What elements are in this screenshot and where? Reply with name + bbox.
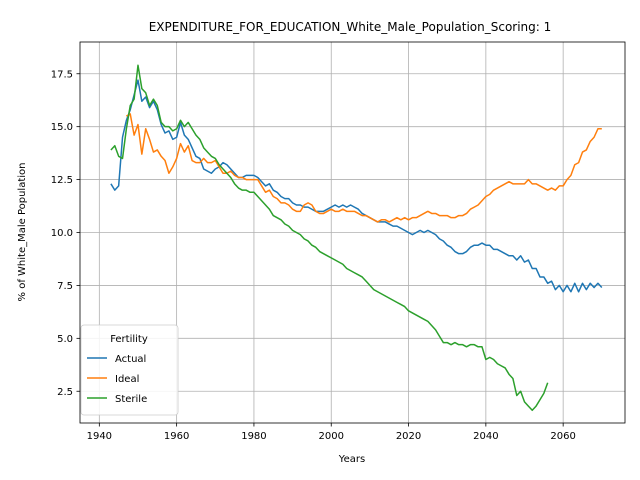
x-tick-label: 2000 (319, 431, 344, 442)
chart-title: EXPENDITURE_FOR_EDUCATION_White_Male_Pop… (149, 20, 552, 34)
y-axis-label: % of White_Male Population (17, 163, 28, 302)
y-tick-label: 7.5 (57, 281, 73, 292)
x-tick-label: 1940 (87, 431, 112, 442)
y-tick-label: 10.0 (51, 228, 73, 239)
series-line-actual (110, 79, 603, 293)
series-line-sterile (110, 64, 549, 412)
y-tick-label: 17.5 (51, 69, 73, 80)
legend-label-ideal: Ideal (115, 374, 139, 385)
y-tick-label: 15.0 (51, 122, 73, 133)
y-tick-label: 5.0 (57, 334, 73, 345)
x-tick-label: 1960 (164, 431, 189, 442)
legend-label-sterile: Sterile (115, 394, 147, 405)
legend-entries: Actual Ideal Sterile (87, 354, 147, 405)
series-line-ideal (126, 113, 602, 223)
y-tick-label: 12.5 (51, 175, 73, 186)
legend-title: Fertility (110, 334, 148, 345)
x-tick-label: 2020 (396, 431, 421, 442)
legend-box (80, 324, 179, 416)
x-tick-label: 2060 (550, 431, 575, 442)
y-tick-label: 2.5 (57, 387, 73, 398)
legend-label-actual: Actual (115, 354, 146, 365)
x-axis-label: Years (338, 454, 365, 465)
x-tick-label: 1980 (241, 431, 266, 442)
ticks: 1940 1960 1980 2000 2020 2040 2060 2.5 5.0 7.5 10.… (51, 69, 576, 442)
series-layer (110, 64, 603, 412)
legend: Fertility Actual Ideal Sterile (80, 324, 179, 416)
x-tick-label: 2040 (473, 431, 498, 442)
